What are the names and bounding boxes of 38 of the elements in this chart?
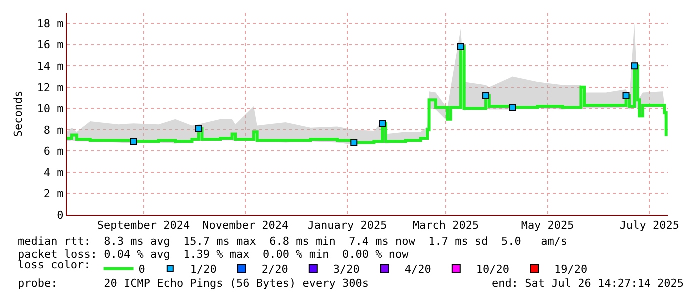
legend-label: 19/20 bbox=[554, 263, 588, 276]
legend-label: 10/20 bbox=[476, 263, 510, 276]
point bbox=[622, 92, 630, 100]
y-tick-label: 2 m bbox=[44, 188, 64, 201]
legend-label: 0 bbox=[138, 263, 146, 276]
x-tick-label: March 2025 bbox=[412, 219, 480, 232]
point bbox=[350, 139, 358, 146]
point bbox=[195, 125, 202, 132]
y-tick-label: 18 m bbox=[37, 17, 64, 30]
legend-label: 4/20 bbox=[404, 263, 432, 276]
y-tick-label: 4 m bbox=[44, 166, 64, 180]
y-tick-label: 16 m bbox=[37, 38, 64, 52]
legend-label: 1/20 bbox=[190, 263, 217, 276]
y-tick-label: 14 m bbox=[37, 60, 64, 74]
point bbox=[379, 120, 386, 128]
y-tick-label: 6 m bbox=[44, 145, 64, 158]
text: end: Sat Jul 26 14:27:14 2025 bbox=[492, 277, 684, 290]
legend-label: 2/20 bbox=[262, 263, 288, 276]
y-tick-label: 10 m bbox=[37, 102, 64, 116]
text: packet loss: 0.04 % avg 1.39 % max 0.00 % min 0.00 % now bbox=[18, 248, 410, 261]
legend-title: loss color: bbox=[18, 258, 91, 272]
x-tick-label: May 2025 bbox=[521, 219, 574, 232]
x-tick-label: January 2025 bbox=[308, 219, 388, 232]
point bbox=[509, 104, 516, 112]
y-tick-label: 8 m bbox=[44, 124, 64, 137]
text: median rtt: 8.3 ms avg 15.7 ms max 6.8 ms min 7.4 ms now 1.7 ms sd 5.0 am/s bbox=[18, 235, 568, 248]
point bbox=[130, 138, 138, 146]
x-tick-label: July 2025 bbox=[620, 219, 680, 232]
point bbox=[482, 92, 490, 100]
y-tick-label: 0 bbox=[57, 208, 64, 222]
x-tick-label: November 2024 bbox=[202, 219, 290, 232]
x-tick-label: September 2024 bbox=[97, 219, 191, 232]
legend-label: 3/20 bbox=[333, 263, 360, 276]
point bbox=[631, 62, 638, 70]
point bbox=[457, 44, 464, 51]
y-tick-label: 12 m bbox=[37, 81, 64, 94]
y-axis-title: Seconds bbox=[12, 90, 25, 138]
text: probe: 20 ICMP Echo Pings (56 Bytes) every 300s bbox=[18, 277, 369, 290]
